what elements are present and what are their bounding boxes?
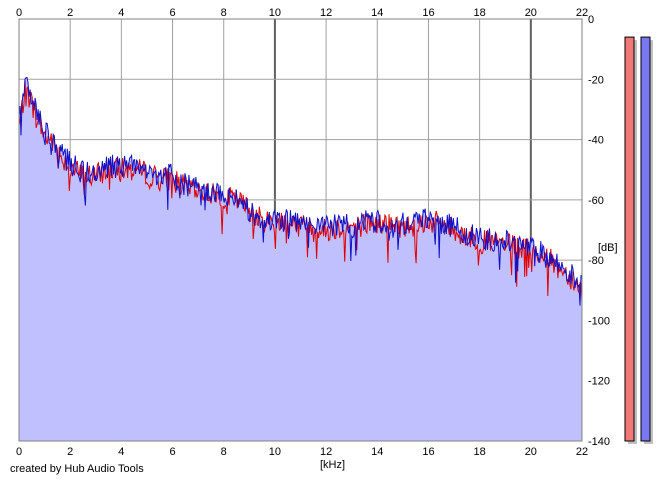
x-tick-label-bottom: 20	[525, 446, 537, 458]
x-tick-label-bottom: 12	[320, 446, 332, 458]
spectrum-area	[19, 77, 582, 441]
x-tick-label-top: 14	[371, 7, 383, 19]
y-tick-label: -20	[588, 74, 604, 86]
y-tick-label: -80	[588, 255, 604, 267]
x-tick-label-bottom: 4	[118, 446, 124, 458]
plot-frame	[18, 18, 583, 442]
x-tick-label-top: 16	[422, 7, 434, 19]
x-tick-label-top: 22	[576, 7, 588, 19]
x-tick-label-top: 8	[221, 7, 227, 19]
y-tick-label: -140	[588, 436, 610, 448]
x-axis-unit-label: [kHz]	[320, 459, 345, 471]
credit-text: created by Hub Audio Tools	[10, 463, 144, 475]
level-meters	[624, 36, 653, 444]
x-tick-label-bottom: 0	[16, 446, 22, 458]
x-tick-label-bottom: 22	[576, 446, 588, 458]
x-tick-label-bottom: 18	[474, 446, 486, 458]
x-tick-label-top: 10	[269, 7, 281, 19]
x-tick-label-top: 18	[474, 7, 486, 19]
y-tick-label: -120	[588, 376, 610, 388]
x-tick-label-top: 0	[16, 7, 22, 19]
series-right-channel-line	[18, 77, 583, 306]
x-tick-label-top: 12	[320, 7, 332, 19]
y-axis-unit-label: [dB]	[598, 242, 618, 254]
y-axis: 0 -20 -40 -60 -80 -100 -120 -140	[588, 14, 610, 448]
x-tick-label-top: 20	[525, 7, 537, 19]
x-tick-label-bottom: 10	[269, 446, 281, 458]
x-axis-bottom: 0 2 4 6 8 10 12 14 16 18 20 22	[16, 446, 588, 458]
y-tick-label: -100	[588, 315, 610, 327]
x-tick-label-bottom: 8	[221, 446, 227, 458]
x-axis-top: 0 2 4 6 8 10 12 14 16 18 20 22	[16, 7, 588, 19]
level-meter-left	[624, 36, 635, 442]
x-tick-label-top: 4	[118, 7, 124, 19]
y-tick-label: -40	[588, 135, 604, 147]
x-tick-label-bottom: 2	[67, 446, 73, 458]
level-meter-right	[640, 36, 651, 442]
x-tick-label-bottom: 16	[422, 446, 434, 458]
x-tick-label-bottom: 14	[371, 446, 383, 458]
y-tick-label: -60	[588, 195, 604, 207]
y-tick-label: 0	[588, 14, 594, 26]
x-tick-label-bottom: 6	[169, 446, 175, 458]
x-tick-label-top: 2	[67, 7, 73, 19]
x-tick-label-top: 6	[169, 7, 175, 19]
